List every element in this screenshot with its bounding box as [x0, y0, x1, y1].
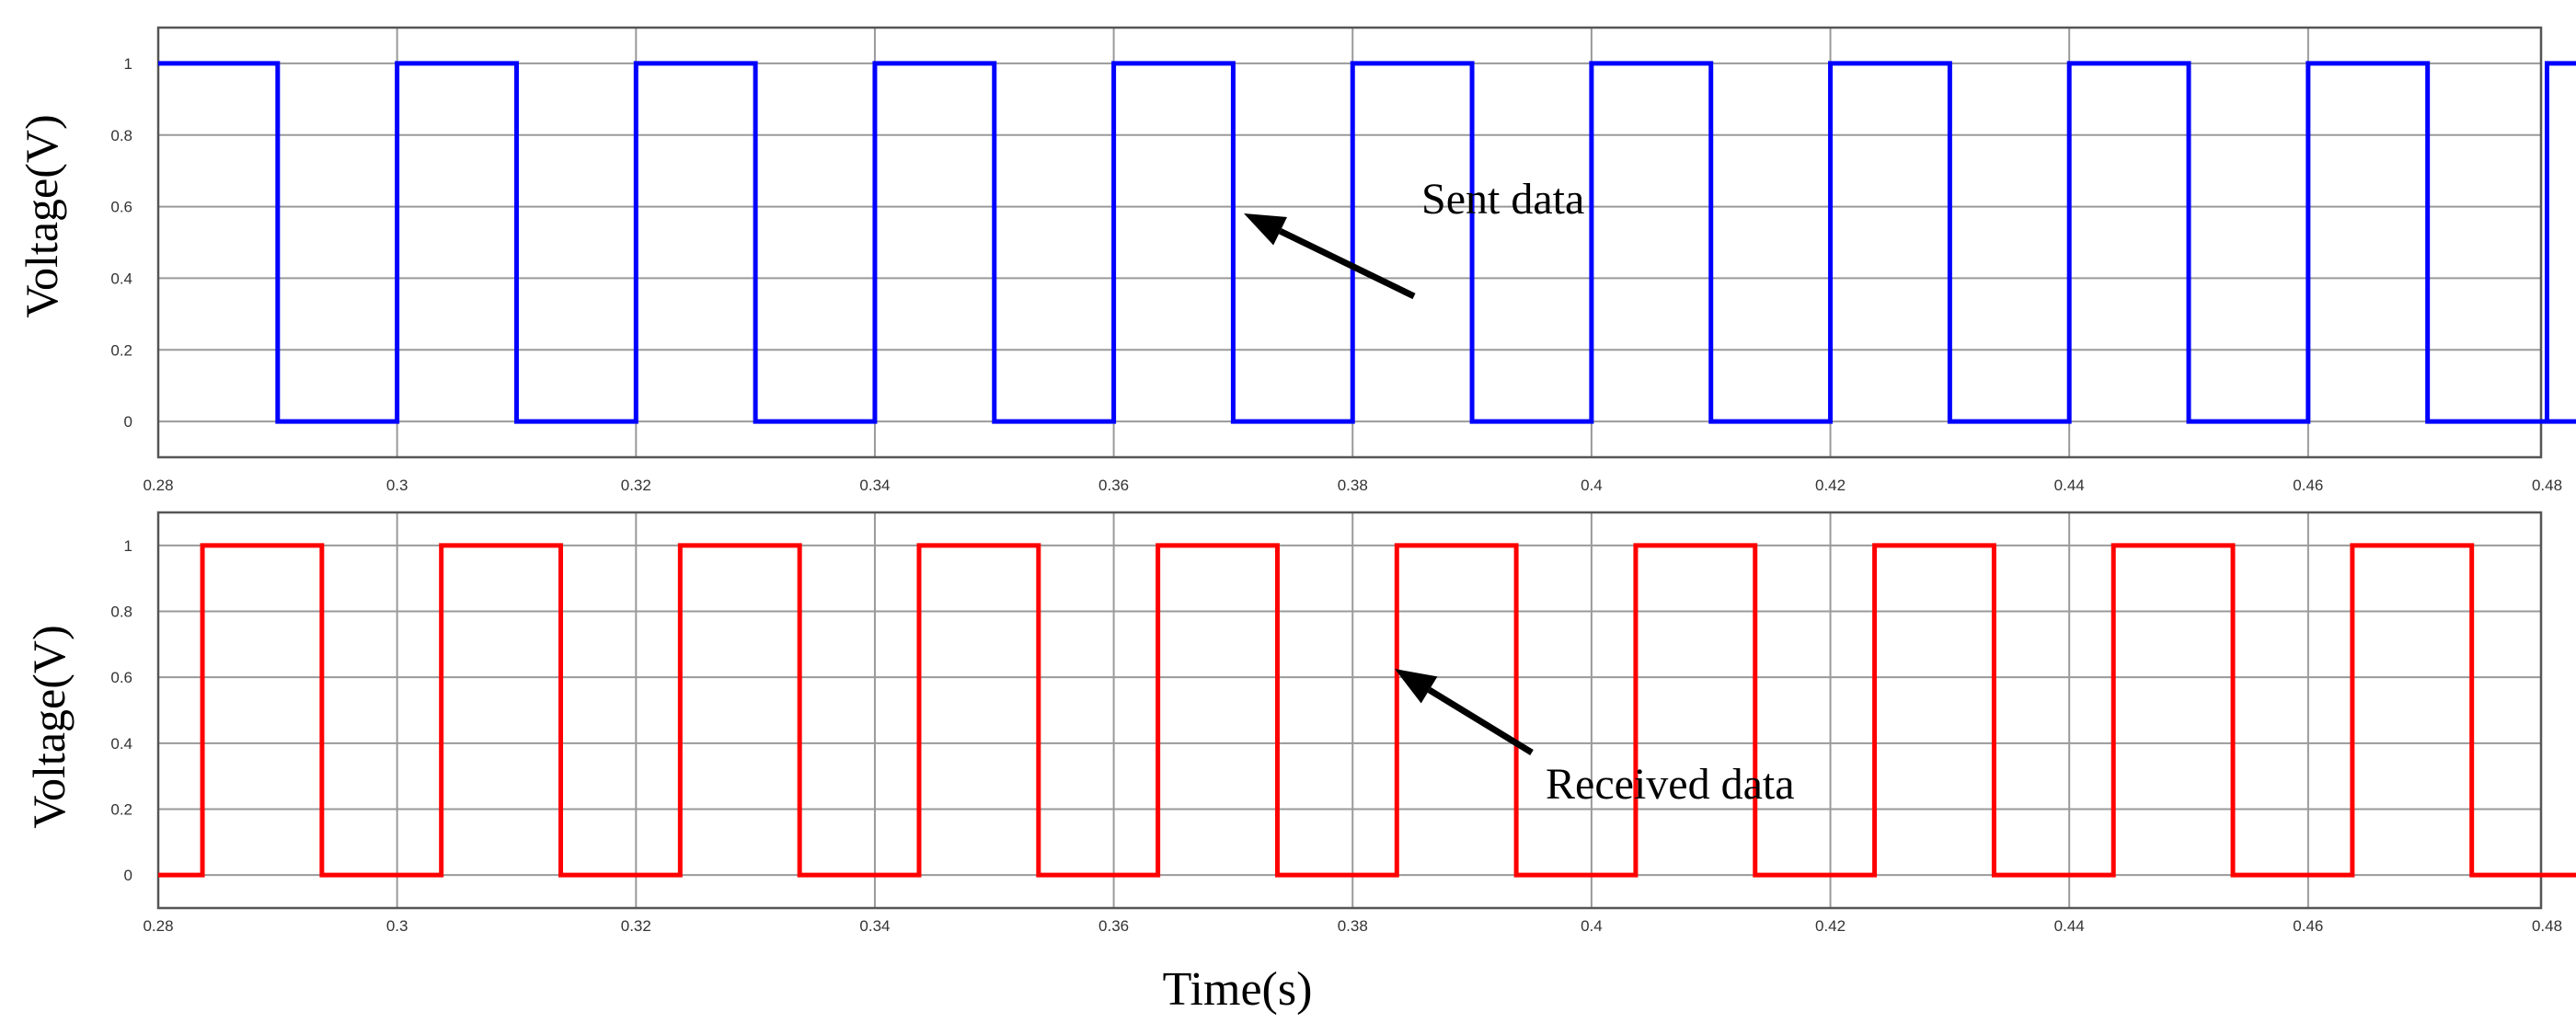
y-tick-label: 1	[124, 537, 132, 555]
y-axis-label: Voltage(V)	[16, 114, 67, 317]
y-axis-label: Voltage(V)	[23, 625, 75, 828]
x-tick-label: 0.48	[2532, 917, 2562, 935]
x-tick-label: 0.46	[2293, 917, 2323, 935]
y-tick-label: 0	[124, 867, 132, 884]
x-tick-label: 0.42	[1815, 477, 1846, 494]
annotation-arrow-head	[1244, 213, 1288, 246]
annotation-arrow-shaft	[1279, 228, 1416, 300]
y-tick-label: 1	[124, 55, 132, 73]
y-tick-label: 0.4	[110, 270, 132, 287]
x-axis-label: Time(s)	[1163, 963, 1313, 1016]
plot-area	[158, 512, 2541, 908]
annotation-label: Received data	[1546, 760, 1795, 809]
received-data-plot: 0.28 0.3 0.32 0.34 0.36 0.38 0.4 0.42 0.44 0.46 0.…	[23, 511, 2576, 935]
annotation-arrow-head	[1395, 669, 1438, 704]
y-tick-label: 0	[124, 413, 132, 431]
x-tick-label: 0.4	[1581, 477, 1603, 494]
y-tick-label: 0.8	[110, 604, 132, 621]
x-tick-label: 0.48	[2532, 477, 2562, 494]
x-tick-label: 0.38	[1338, 477, 1368, 494]
plot-area	[158, 28, 2541, 457]
series-line-received-data	[158, 543, 2576, 878]
x-tick-label: 0.28	[143, 917, 173, 935]
x-tick-label: 0.34	[859, 477, 890, 494]
y-tick-label: 0.2	[110, 341, 132, 359]
plot-frame	[156, 511, 2543, 910]
x-tick-label: 0.4	[1581, 917, 1603, 935]
x-tick-label: 0.32	[621, 917, 651, 935]
x-tick-label: 0.32	[621, 477, 651, 494]
y-tick-label: 0.6	[110, 199, 132, 216]
x-tick-label: 0.36	[1098, 477, 1129, 494]
y-tick-label: 0.4	[110, 735, 132, 753]
x-tick-label: 0.36	[1098, 917, 1129, 935]
y-tick-label: 0.8	[110, 127, 132, 144]
annotation-arrow-shaft	[1427, 686, 1534, 755]
y-tick-label: 0.6	[110, 669, 132, 686]
plot-frame	[156, 26, 2543, 459]
x-tick-label: 0.44	[2054, 477, 2085, 494]
annotation-label: Sent data	[1421, 175, 1584, 224]
x-tick-label: 0.38	[1338, 917, 1368, 935]
series-line-sent-data	[158, 61, 2576, 424]
x-tick-label: 0.3	[386, 477, 408, 494]
x-tick-label: 0.46	[2293, 477, 2323, 494]
y-tick-label: 0.2	[110, 801, 132, 819]
x-tick-label: 0.44	[2054, 917, 2085, 935]
x-tick-label: 0.42	[1815, 917, 1846, 935]
x-tick-label: 0.3	[386, 917, 408, 935]
sent-data-plot: 0.28 0.3 0.32 0.34 0.36 0.38 0.4 0.42 0.44 0.46 0.…	[16, 26, 2576, 494]
x-tick-label: 0.34	[859, 917, 890, 935]
x-tick-label: 0.28	[143, 477, 173, 494]
